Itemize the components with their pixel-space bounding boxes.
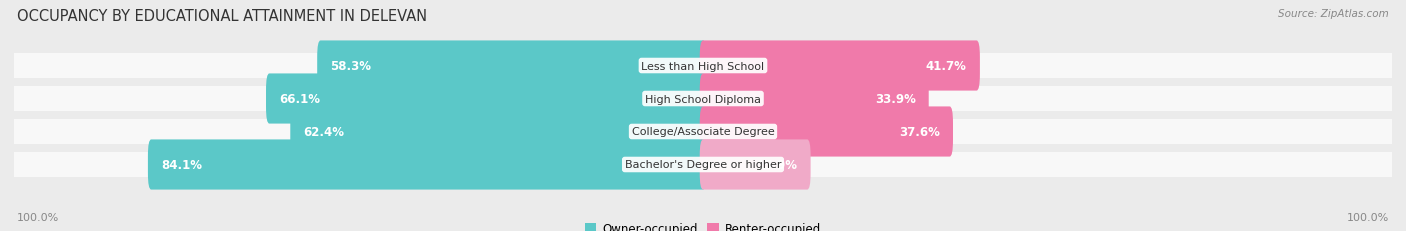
Text: OCCUPANCY BY EDUCATIONAL ATTAINMENT IN DELEVAN: OCCUPANCY BY EDUCATIONAL ATTAINMENT IN D…	[17, 9, 427, 24]
FancyBboxPatch shape	[14, 119, 1392, 144]
Legend: Owner-occupied, Renter-occupied: Owner-occupied, Renter-occupied	[579, 217, 827, 231]
Text: 41.7%: 41.7%	[927, 60, 967, 73]
FancyBboxPatch shape	[700, 41, 980, 91]
FancyBboxPatch shape	[700, 140, 811, 190]
FancyBboxPatch shape	[318, 41, 706, 91]
Text: High School Diploma: High School Diploma	[645, 94, 761, 104]
Text: Source: ZipAtlas.com: Source: ZipAtlas.com	[1278, 9, 1389, 19]
Text: 100.0%: 100.0%	[17, 212, 59, 222]
FancyBboxPatch shape	[148, 140, 706, 190]
Text: 62.4%: 62.4%	[304, 125, 344, 138]
Text: 33.9%: 33.9%	[875, 93, 915, 106]
Text: 100.0%: 100.0%	[1347, 212, 1389, 222]
FancyBboxPatch shape	[290, 107, 706, 157]
FancyBboxPatch shape	[266, 74, 706, 124]
FancyBboxPatch shape	[700, 74, 929, 124]
Text: Bachelor's Degree or higher: Bachelor's Degree or higher	[624, 160, 782, 170]
Text: Less than High School: Less than High School	[641, 61, 765, 71]
FancyBboxPatch shape	[700, 107, 953, 157]
FancyBboxPatch shape	[14, 152, 1392, 177]
FancyBboxPatch shape	[14, 87, 1392, 112]
FancyBboxPatch shape	[14, 54, 1392, 79]
Text: College/Associate Degree: College/Associate Degree	[631, 127, 775, 137]
Text: 66.1%: 66.1%	[280, 93, 321, 106]
Text: 37.6%: 37.6%	[898, 125, 939, 138]
Text: 15.9%: 15.9%	[756, 158, 797, 171]
Text: 58.3%: 58.3%	[330, 60, 371, 73]
Text: 84.1%: 84.1%	[162, 158, 202, 171]
